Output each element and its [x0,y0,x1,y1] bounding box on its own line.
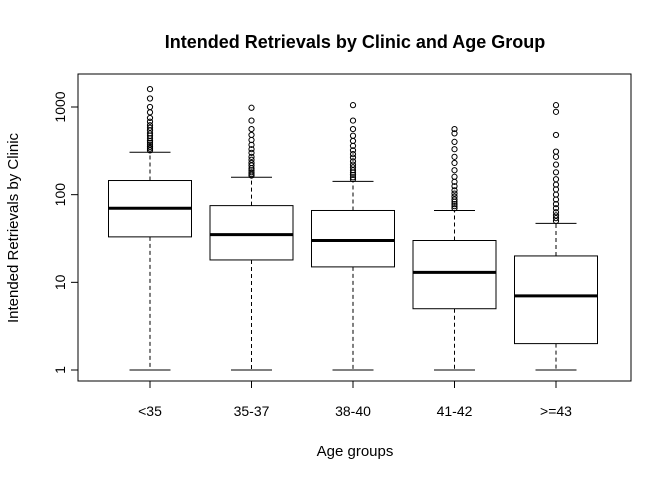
outlier-point [552,212,560,219]
outlier-point [451,146,458,153]
x-tick-label: <35 [138,403,162,419]
outlier-point [146,141,154,148]
outlier-point [349,147,357,154]
outlier-point [146,118,154,125]
outlier-point [552,176,560,183]
outlier-point [146,103,154,111]
outlier-point [248,131,255,139]
x-tick-label: 35-37 [234,403,270,419]
outlier-point [451,187,458,194]
outlier-point [146,143,154,151]
x-tick-label: 41-42 [437,403,473,419]
outlier-point [349,174,357,181]
outlier-point [552,153,560,160]
outlier-point [552,209,560,216]
box-group [514,102,598,371]
outlier-point [349,137,357,145]
outlier-point [552,201,560,208]
outlier-point [552,161,560,168]
x-axis: <35 35-37 38-40 41-42 >=43 [138,380,572,419]
y-tick-label: 1 [52,366,68,374]
outlier-point [451,173,458,180]
outlier-point [451,125,458,133]
outlier-point [552,186,560,193]
outlier-point [451,203,458,210]
outlier-point [349,158,357,165]
box-group [108,86,192,371]
y-axis: 1 10 100 1000 [52,91,79,374]
iqr-box [412,240,497,310]
outlier-point [552,131,560,139]
y-tick-label: 1000 [52,91,68,122]
y-tick-label: 10 [52,274,68,290]
outlier-point [349,132,357,139]
outlier-point [451,130,458,137]
outlier-point [248,170,255,178]
outlier-point [248,156,255,163]
box-group [412,125,497,371]
outlier-point [451,153,458,160]
outlier-point [146,124,154,131]
outlier-point [146,114,154,122]
outlier-point [552,108,560,115]
outlier-point [552,169,560,176]
outlier-point [349,176,357,183]
outlier-point [451,159,458,167]
outlier-point [552,205,560,212]
outlier-point [349,154,357,161]
outlier-point [248,146,255,153]
outlier-point [451,201,458,208]
outlier-point [146,86,154,93]
iqr-box [311,209,395,268]
outlier-point [349,171,357,179]
outlier-point [451,205,458,212]
outlier-point [248,169,255,176]
chart-title: Intended Retrievals by Clinic and Age Gr… [165,32,545,52]
boxes [108,86,598,371]
outlier-point [349,164,357,171]
outlier-point [248,117,255,124]
outlier-point [552,148,560,155]
outlier-point [349,161,357,168]
y-axis-label: Intended Retrievals by Clinic [5,132,22,323]
box-group [209,104,294,371]
outlier-point [146,139,154,146]
outlier-point [146,95,154,102]
y-tick-label: 100 [52,183,68,207]
outlier-point [248,125,255,133]
outlier-point [349,125,357,133]
iqr-box [209,205,294,261]
outlier-point [552,215,560,222]
outlier-point [451,190,458,197]
x-tick-label: 38-40 [335,403,371,419]
iqr-box [514,255,598,345]
outlier-point [451,167,458,174]
outlier-point [451,138,458,145]
outlier-point [349,151,357,158]
outlier-point [451,196,458,203]
outlier-point [349,102,357,109]
outlier-point [451,193,458,200]
outlier-point [146,109,154,116]
outlier-point [248,159,255,167]
box-group [311,102,395,371]
outlier-point [248,153,255,160]
outlier-point [349,117,357,124]
outlier-point [248,162,255,169]
x-axis-label: Age groups [317,443,394,460]
outlier-point [146,122,154,129]
x-tick-label: >=43 [540,403,572,419]
outlier-point [451,183,458,190]
outlier-point [248,104,255,111]
outlier-point [552,102,560,109]
outlier-point [248,149,255,156]
